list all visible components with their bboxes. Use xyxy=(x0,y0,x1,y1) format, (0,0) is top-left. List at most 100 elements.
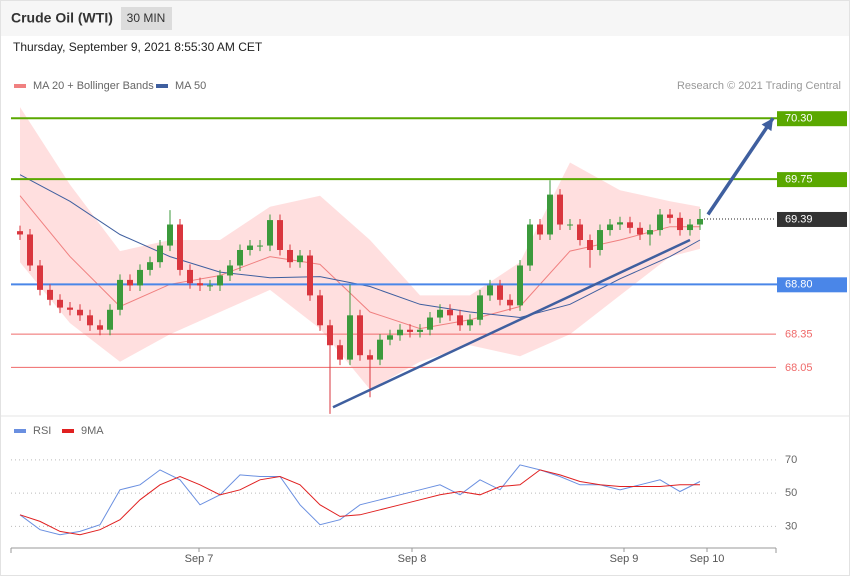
candle-body xyxy=(67,307,73,310)
legend-label: RSI xyxy=(33,425,51,437)
candle-body xyxy=(87,315,93,326)
candle-body xyxy=(177,224,183,270)
legend-swatch xyxy=(156,84,168,88)
candle-body xyxy=(517,265,523,306)
trendline xyxy=(332,238,691,409)
level-label: 69.75 xyxy=(785,174,813,186)
candle-body xyxy=(167,224,173,246)
candle-body xyxy=(377,339,383,360)
y-tick-label: 30 xyxy=(785,520,797,532)
candle-body xyxy=(647,230,653,235)
level-label-box xyxy=(777,111,847,127)
candle-body xyxy=(467,319,473,326)
level-label: 68.35 xyxy=(785,329,813,341)
candle-body xyxy=(37,265,43,290)
x-tick-label: Sep 7 xyxy=(185,553,214,565)
candle-body xyxy=(557,194,563,225)
candle-body xyxy=(277,220,283,250)
candle-body xyxy=(617,222,623,225)
candle-body xyxy=(677,217,683,231)
candle-body xyxy=(157,245,163,263)
legend-label: 9MA xyxy=(81,425,104,437)
candle-body xyxy=(257,245,263,247)
candle-body xyxy=(17,231,23,235)
candle-body xyxy=(247,245,253,250)
candle-body xyxy=(497,285,503,300)
candle-body xyxy=(417,329,423,332)
candle-body xyxy=(437,309,443,318)
legend-swatch xyxy=(14,84,26,88)
candle-body xyxy=(317,295,323,326)
candle-body xyxy=(637,227,643,235)
candle-body xyxy=(47,289,53,300)
candle-body xyxy=(697,218,703,225)
ma20-line xyxy=(19,195,700,330)
level-label-box xyxy=(777,172,847,188)
candle-body xyxy=(547,194,553,235)
candle-body xyxy=(407,329,413,332)
forecast-arrow xyxy=(706,117,775,216)
candle-body xyxy=(537,224,543,235)
candle-body xyxy=(107,309,113,330)
bollinger-band xyxy=(20,107,700,390)
series-line xyxy=(19,469,700,536)
candle-body xyxy=(217,275,223,286)
timestamp: Thursday, September 9, 2021 8:55:30 AM C… xyxy=(13,40,263,54)
candle-body xyxy=(587,240,593,250)
candle-body xyxy=(227,265,233,276)
candle-body xyxy=(527,224,533,266)
candle-body xyxy=(507,299,513,306)
candle-body xyxy=(197,283,203,286)
candle-body xyxy=(487,285,493,296)
candle-body xyxy=(137,269,143,286)
candle-body xyxy=(117,279,123,310)
candle-body xyxy=(597,230,603,250)
candle-body xyxy=(297,255,303,263)
candle-body xyxy=(357,315,363,356)
candle-body xyxy=(627,222,633,228)
series-line xyxy=(19,464,701,536)
title: Crude Oil (WTI) xyxy=(11,10,113,26)
candle-body xyxy=(567,224,573,226)
level-label-box xyxy=(777,277,847,293)
arrow-head xyxy=(761,118,773,132)
x-tick-label: Sep 9 xyxy=(610,553,639,565)
candle-body xyxy=(207,285,213,287)
x-tick-label: Sep 10 xyxy=(690,553,725,565)
candle-body xyxy=(457,315,463,326)
candle-body xyxy=(57,299,63,308)
candle-body xyxy=(147,262,153,270)
credit: Research © 2021 Trading Central xyxy=(677,80,841,92)
candle-body xyxy=(607,224,613,231)
candle-body xyxy=(477,295,483,320)
candle-body xyxy=(397,329,403,336)
last-price-label: 69.39 xyxy=(785,213,813,225)
candle-body xyxy=(267,220,273,246)
candle-body xyxy=(287,249,293,263)
candle-body xyxy=(27,234,33,266)
candle-body xyxy=(387,335,393,340)
candle-body xyxy=(77,309,83,316)
legend-swatch xyxy=(14,429,26,433)
level-label: 68.80 xyxy=(785,279,813,291)
candle-body xyxy=(347,315,353,360)
candle-body xyxy=(237,249,243,266)
candle-body xyxy=(187,269,193,284)
candle-body xyxy=(97,325,103,330)
candle-body xyxy=(447,309,453,316)
candle-body xyxy=(327,325,333,346)
candle-body xyxy=(367,355,373,360)
level-label: 68.05 xyxy=(785,362,813,374)
candle-body xyxy=(687,224,693,231)
legend-label: MA 20 + Bollinger Bands xyxy=(33,80,154,92)
candle-body xyxy=(127,279,133,286)
legend-swatch xyxy=(62,429,74,433)
candle-body xyxy=(667,214,673,218)
interval[interactable]: 30 MIN xyxy=(127,11,166,25)
interval-badge[interactable] xyxy=(121,7,172,30)
y-tick-label: 50 xyxy=(785,487,797,499)
legend-label: MA 50 xyxy=(175,80,206,92)
x-tick-label: Sep 8 xyxy=(398,553,427,565)
